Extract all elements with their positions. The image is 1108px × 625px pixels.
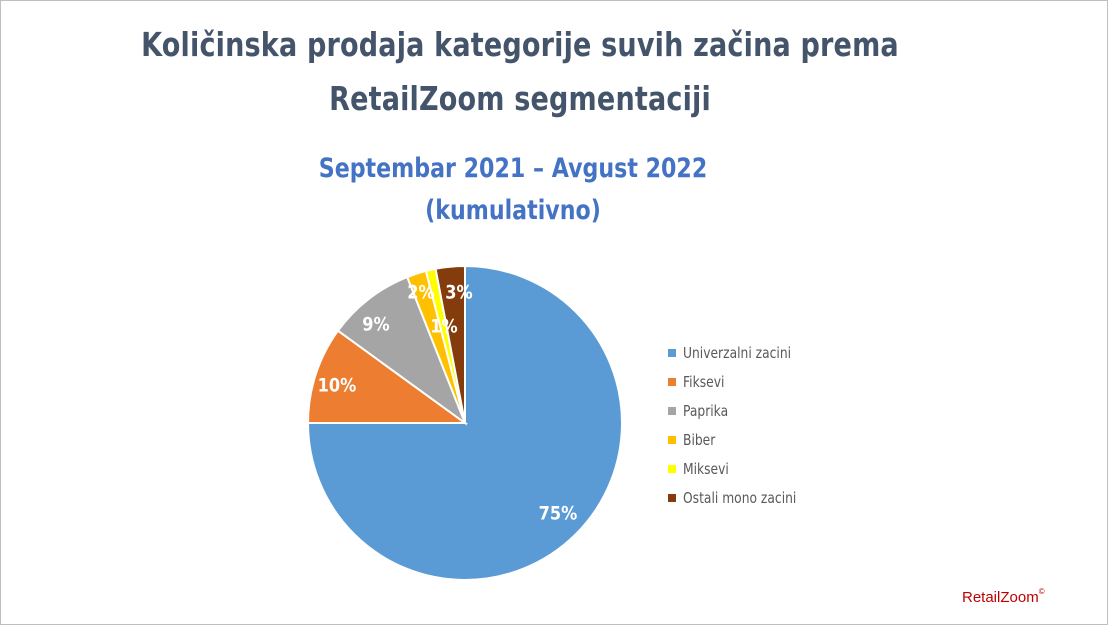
legend-item: Univerzalni zacini [668,338,821,367]
data-label-biber: 2% [407,282,435,304]
legend-swatch [668,435,676,444]
data-label-univerzalni-zacini: 75% [539,503,578,525]
legend-label: Fiksevi [683,372,725,391]
data-label-miksevi: 1% [430,316,458,338]
legend-label: Biber [683,430,716,449]
legend-item: Paprika [668,396,821,425]
legend-item: Biber [668,425,821,454]
legend-item: Ostali mono zacini [668,483,821,512]
legend-item: Miksevi [668,454,821,483]
chart-subtitle-note: (kumulativno) [425,195,601,226]
chart-subtitle: Septembar 2021 – Avgust 2022 (kumulativn… [308,148,718,232]
legend-item: Fiksevi [668,367,821,396]
legend-swatch [668,348,676,357]
pie-slice-paprika [336,275,468,426]
legend-label: Miksevi [683,459,729,478]
legend-swatch [668,406,676,415]
chart-subtitle-period: Septembar 2021 – Avgust 2022 [318,153,708,184]
legend-swatch [668,493,676,502]
legend-label: Paprika [683,401,729,420]
pie-slice-univerzalni-zacini [306,264,623,581]
legend-swatch [668,377,676,386]
chart-legend: Univerzalni zacini Fiksevi Paprika Biber Mik… [668,338,821,512]
logo-text: RetailZoom [962,589,1039,606]
pie-slice-ostali-mono-zacini [434,264,466,424]
chart-title: Količinska prodaja kategorije suvih zači… [141,25,899,118]
logo-copyright-mark: © [1038,587,1045,596]
pie-slice-fiksevi [306,329,469,424]
data-label-paprika: 9% [362,314,390,336]
legend-swatch [668,464,676,473]
legend-label: Univerzalni zacini [683,343,792,362]
data-label-ostali-mono-zacini: 3% [445,282,473,304]
data-label-fiksevi: 10% [318,375,357,397]
legend-label: Ostali mono zacini [683,488,797,507]
retailzoom-logo: RetailZoom© [962,587,1045,606]
